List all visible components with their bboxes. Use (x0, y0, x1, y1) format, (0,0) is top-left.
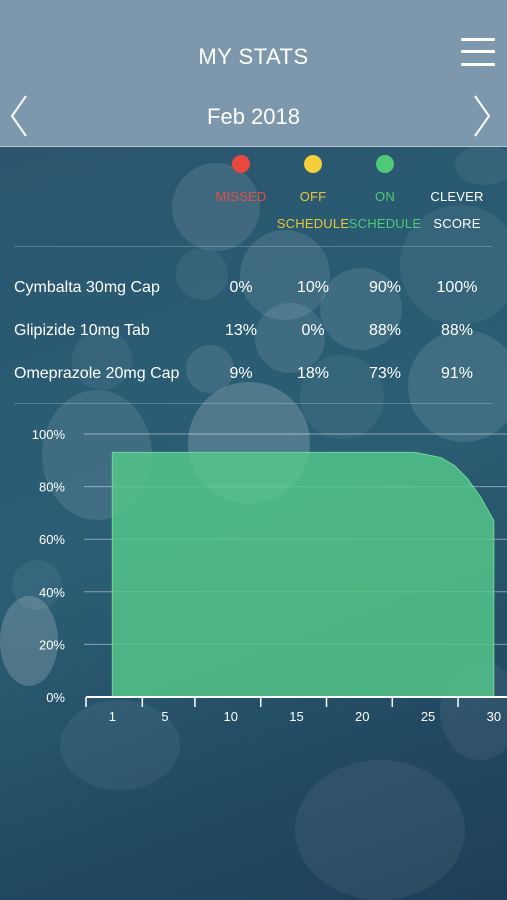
background-bokeh (455, 145, 507, 185)
legend-missed-label: MISSED (215, 189, 267, 204)
legend-off-label-line2: SCHEDULE (276, 216, 350, 231)
x-tick-label: 30 (487, 709, 501, 724)
legend-score-label-line2: SCORE (433, 216, 481, 231)
clever-score-value: 88% (440, 322, 474, 339)
chevron-left-icon[interactable] (8, 94, 30, 138)
missed-value: 13% (224, 322, 258, 339)
legend-score-label: CLEVER (430, 189, 484, 204)
divider (14, 403, 492, 404)
y-tick-label: 0% (46, 690, 65, 705)
x-tick-label: 1 (109, 709, 116, 724)
y-tick-label: 40% (39, 585, 65, 600)
x-tick-label: 10 (223, 709, 237, 724)
hamburger-menu-icon[interactable] (461, 36, 495, 68)
adherence-chart: 0%20%40%60%80%100%1 5 10 15 20 25 30 (32, 427, 507, 724)
off-schedule-dot-icon (304, 155, 322, 173)
off-schedule-value: 0% (301, 322, 325, 339)
y-tick-label: 80% (39, 480, 65, 495)
on-schedule-dot-icon (376, 155, 394, 173)
off-schedule-value: 10% (296, 279, 330, 296)
x-tick-label: 20 (355, 709, 369, 724)
background-bokeh (295, 760, 465, 900)
off-schedule-value: 18% (296, 365, 330, 382)
divider (14, 246, 492, 247)
medication-name: Cymbalta 30mg Cap (14, 279, 160, 296)
page-title: MY STATS (198, 44, 309, 69)
x-tick-label: 5 (161, 709, 168, 724)
medication-name: Glipizide 10mg Tab (14, 322, 150, 339)
legend-on-label: ON (375, 189, 395, 204)
clever-score-value: 100% (436, 279, 478, 296)
on-schedule-value: 90% (368, 279, 402, 296)
missed-dot-icon (232, 155, 250, 173)
app-header: MY STATS Feb 2018 (0, 0, 507, 147)
missed-value: 9% (229, 365, 253, 382)
missed-value: 0% (229, 279, 253, 296)
month-label: Feb 2018 (207, 104, 300, 129)
medication-name: Omeprazole 20mg Cap (14, 365, 180, 382)
legend-on-label-line2: SCHEDULE (348, 216, 422, 231)
y-tick-label: 60% (39, 532, 65, 547)
clever-score-value: 91% (440, 365, 474, 382)
y-tick-label: 100% (32, 427, 66, 442)
x-tick-label: 15 (289, 709, 303, 724)
chevron-right-icon[interactable] (471, 94, 493, 138)
x-tick-label: 25 (421, 709, 435, 724)
background-bokeh (172, 163, 260, 251)
legend-off-label: OFF (299, 189, 327, 204)
background-bokeh (240, 230, 330, 320)
on-schedule-value: 73% (368, 365, 402, 382)
on-schedule-value: 88% (368, 322, 402, 339)
y-tick-label: 20% (39, 637, 65, 652)
adherence-area (111, 451, 495, 698)
